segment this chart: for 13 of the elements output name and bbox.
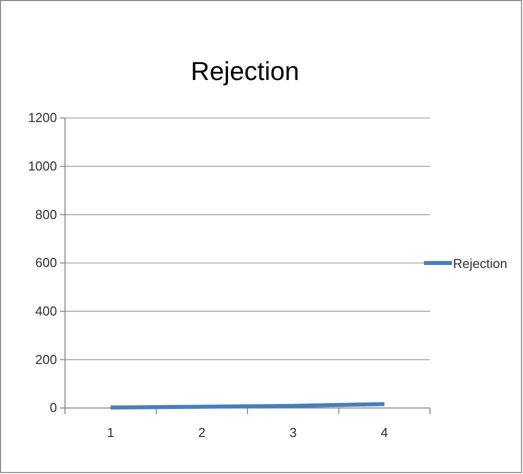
x-tick-label: 2 [198, 425, 206, 440]
chart-title: Rejection [190, 56, 300, 86]
y-tick-label: 800 [35, 206, 57, 222]
y-tick-label: 200 [35, 352, 57, 367]
y-tick-label: 1200 [28, 110, 57, 126]
y-tick-label: 1000 [28, 158, 57, 174]
legend-label: Rejection [453, 256, 508, 271]
x-tick-label: 3 [290, 425, 297, 440]
y-tick-label: 0 [50, 400, 57, 416]
x-tick-label: 1 [107, 425, 114, 440]
x-tick-label: 4 [380, 425, 388, 440]
y-tick-label: 400 [35, 303, 57, 318]
y-tick-label: 600 [35, 255, 57, 270]
